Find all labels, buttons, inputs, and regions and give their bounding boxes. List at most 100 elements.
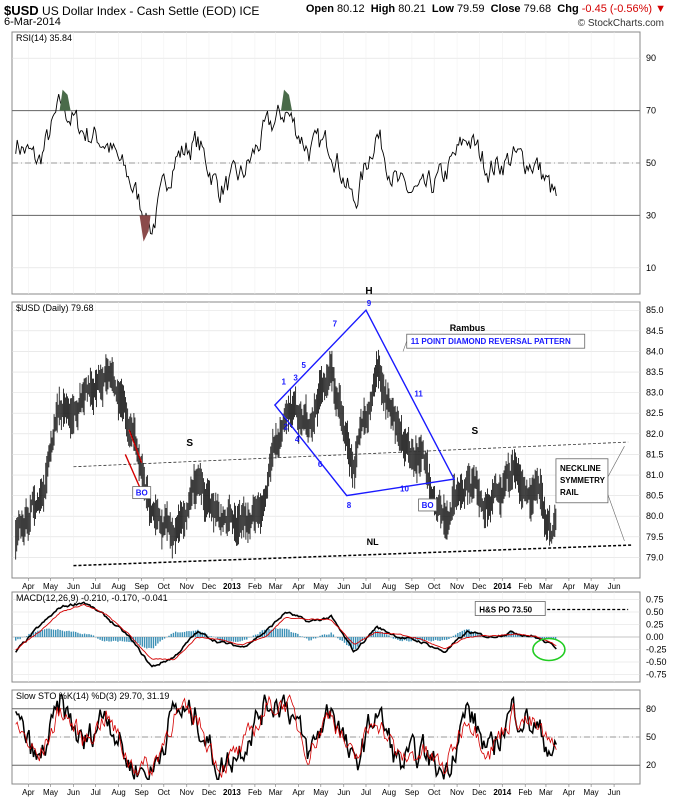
- neckline-pointer: [607, 494, 625, 542]
- diamond-point-label: 11: [414, 390, 423, 399]
- chart-date: 6-Mar-2014: [4, 16, 61, 28]
- y-tick-label-price: 79.0: [646, 552, 664, 562]
- x-tick-label: Apr: [22, 788, 35, 797]
- y-tick-label-rsi: 10: [646, 263, 656, 273]
- x-tick-label: Jul: [361, 582, 371, 591]
- x-tick-label: Apr: [292, 788, 305, 797]
- y-tick-label-price: 80.5: [646, 491, 664, 501]
- macd-line: [15, 601, 557, 668]
- chart-title: $USD US Dollar Index - Cash Settle (EOD)…: [4, 3, 259, 18]
- y-tick-label-macd: 0.75: [646, 595, 664, 605]
- x-tick-label: 2013: [223, 582, 241, 591]
- down-arrow-icon: ▼: [655, 3, 666, 15]
- x-tick-label: Aug: [112, 788, 126, 797]
- neckline-box-text: NECKLINE: [560, 464, 602, 473]
- x-tick-label: Aug: [112, 582, 126, 591]
- x-tick-label: 2014: [493, 788, 511, 797]
- quote-stats: Open 80.12 High 80.21 Low 79.59 Close 79…: [306, 3, 666, 15]
- x-tick-label: Sep: [405, 582, 420, 591]
- high-label: High: [370, 3, 396, 15]
- x-tick-label: May: [584, 788, 599, 797]
- chart-header: $USD US Dollar Index - Cash Settle (EOD)…: [0, 0, 674, 30]
- y-tick-label-price: 82.5: [646, 408, 664, 418]
- y-tick-label-macd: -0.25: [646, 645, 667, 655]
- diamond-point-label: 4: [295, 435, 300, 444]
- y-tick-label-sto: 20: [646, 760, 656, 770]
- rsi-overbought-fill: [59, 89, 71, 111]
- x-tick-label: Apr: [22, 582, 35, 591]
- credit: © StockCharts.com: [577, 18, 664, 29]
- neckline-line: [73, 544, 632, 567]
- y-tick-label-rsi: 30: [646, 210, 656, 220]
- y-tick-label-price: 80.0: [646, 511, 664, 521]
- symbol-name: US Dollar Index - Cash Settle (EOD) ICE: [42, 4, 260, 18]
- y-tick-label-price: 83.5: [646, 367, 664, 377]
- macd-signal-line: [15, 603, 557, 661]
- high-value: 80.21: [398, 3, 426, 15]
- x-tick-label: Sep: [134, 582, 149, 591]
- y-tick-label-rsi: 90: [646, 53, 656, 63]
- y-tick-label-price: 84.5: [646, 326, 664, 336]
- y-tick-label-rsi: 70: [646, 106, 656, 116]
- x-tick-label: Aug: [382, 582, 396, 591]
- sto-title: Slow STO %K(14) %D(3) 29.70, 31.19: [16, 691, 169, 701]
- x-tick-label: Jun: [608, 582, 621, 591]
- x-tick-label: Dec: [202, 582, 216, 591]
- diamond-label-pointer: [402, 341, 408, 352]
- y-tick-label-sto: 50: [646, 732, 656, 742]
- x-tick-label: Jul: [91, 582, 101, 591]
- y-tick-label-macd: 0.50: [646, 607, 664, 617]
- x-tick-label: Mar: [539, 582, 553, 591]
- x-tick-label: Jul: [361, 788, 371, 797]
- panel-frame-price: [11, 301, 641, 579]
- neckline-label: NL: [367, 537, 379, 547]
- y-tick-label-price: 83.0: [646, 388, 664, 398]
- x-tick-label: Nov: [180, 582, 194, 591]
- sto-k-line: [15, 693, 557, 781]
- head-label: H: [365, 286, 372, 297]
- x-tick-label: Apr: [563, 582, 576, 591]
- low-value: 79.59: [456, 3, 485, 15]
- x-tick-label: Jun: [67, 582, 80, 591]
- x-tick-label: Nov: [180, 788, 194, 797]
- low-label: Low: [431, 3, 454, 15]
- x-tick-label: Dec: [472, 582, 486, 591]
- y-tick-label-price: 81.0: [646, 470, 664, 480]
- x-tick-label: Sep: [405, 788, 420, 797]
- diamond-point-label: 5: [302, 361, 307, 370]
- x-tick-label: Jun: [67, 788, 80, 797]
- diamond-point-label: 3: [293, 373, 298, 382]
- close-value: 79.68: [523, 3, 552, 15]
- y-tick-label-rsi: 50: [646, 158, 656, 168]
- x-tick-label: Oct: [428, 582, 441, 591]
- x-tick-label: 2013: [223, 788, 241, 797]
- y-tick-label-macd: -0.75: [646, 670, 667, 680]
- neckline-pointer: [607, 446, 625, 477]
- x-tick-label: May: [313, 582, 328, 591]
- x-tick-label: Mar: [539, 788, 553, 797]
- x-tick-label: Nov: [450, 582, 464, 591]
- x-tick-label: Dec: [202, 788, 216, 797]
- neckline-box: [555, 458, 609, 504]
- x-tick-label: May: [584, 582, 599, 591]
- y-tick-label-price: 81.5: [646, 449, 664, 459]
- x-tick-label: Jun: [337, 788, 350, 797]
- x-tick-label: Jul: [91, 788, 101, 797]
- bo-label: BO: [136, 489, 148, 498]
- x-tick-label: Oct: [158, 788, 171, 797]
- macd-title: MACD(12,26,9) -0.210, -0.170, -0.041: [16, 593, 168, 603]
- bo-box: [132, 486, 152, 500]
- y-tick-label-macd: 0.25: [646, 620, 664, 630]
- red-trendline: [124, 454, 143, 492]
- x-tick-label: Aug: [382, 788, 396, 797]
- diamond-pattern: [273, 309, 456, 497]
- rsi-line: [15, 94, 557, 235]
- x-tick-label: May: [313, 788, 328, 797]
- x-tick-label: May: [43, 582, 58, 591]
- diamond-point-label: 1: [282, 377, 287, 386]
- x-tick-label: Feb: [518, 582, 532, 591]
- diamond-point-label: 6: [318, 460, 323, 469]
- diamond-point-label: 10: [400, 484, 409, 493]
- left-shoulder-label: S: [186, 438, 193, 449]
